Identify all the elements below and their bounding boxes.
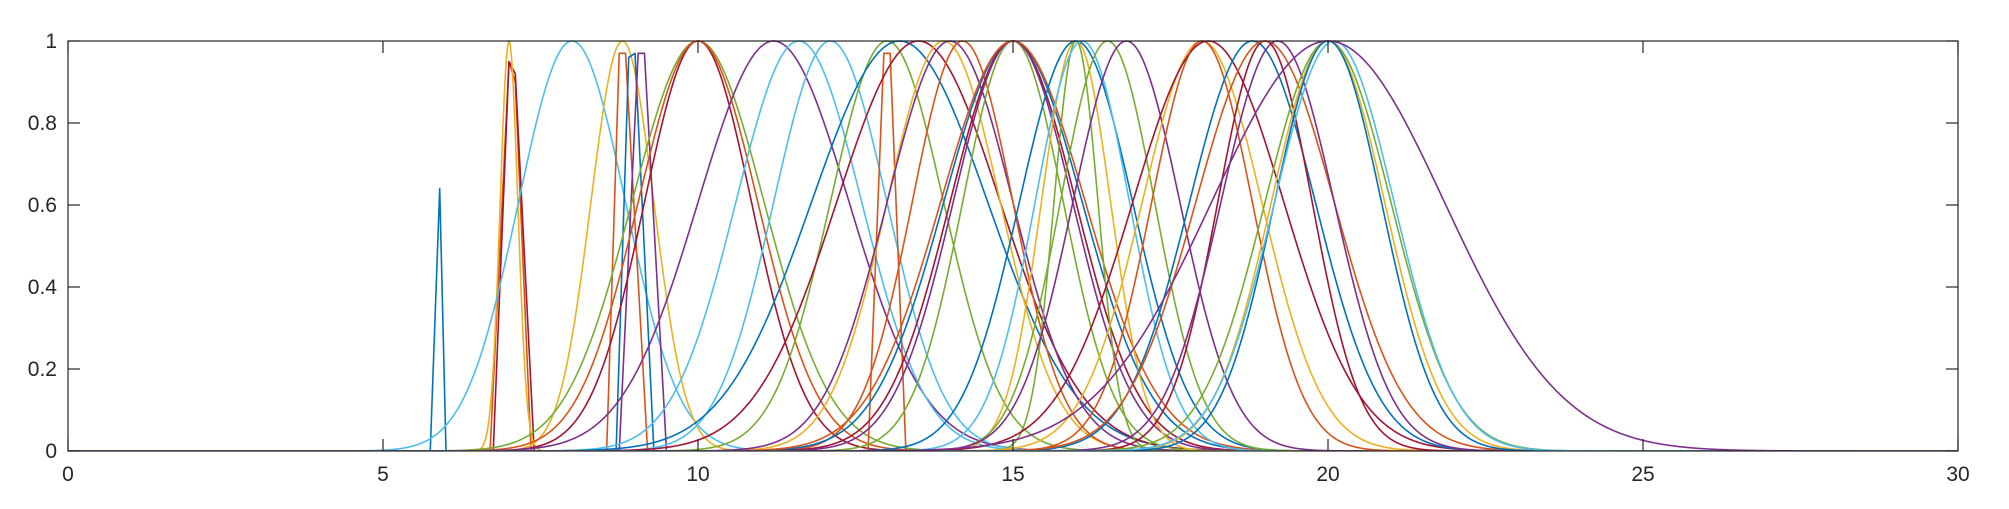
series-line-41	[68, 40, 1958, 451]
series-line-35	[68, 40, 1958, 451]
series-line-29	[68, 40, 1958, 451]
series-line-23	[68, 40, 1958, 451]
series-line-25	[68, 40, 1958, 451]
x-tick-label: 10	[686, 463, 709, 486]
y-tick-label: 0.6	[28, 194, 57, 217]
plot-area	[68, 40, 1958, 451]
axes-box	[67, 40, 1959, 452]
series-line-31	[68, 40, 1958, 451]
series-line-26	[68, 40, 1958, 451]
series-line-18	[68, 40, 1958, 451]
x-tick-label: 30	[1946, 463, 1969, 486]
series-line-19	[68, 40, 1958, 451]
series-line-42	[68, 40, 1958, 451]
series-line-8	[68, 52, 1958, 451]
series-line-45	[68, 40, 1958, 451]
y-tick-label: 0.8	[28, 112, 57, 135]
series-line-14	[68, 40, 1958, 451]
series-line-9	[68, 52, 1958, 451]
series-line-37	[68, 40, 1958, 451]
series-line-40	[68, 40, 1958, 451]
series-line-12	[68, 40, 1958, 451]
series-line-10	[68, 40, 1958, 451]
series-line-13	[68, 40, 1958, 451]
series-line-43	[68, 40, 1958, 451]
series-line-34	[68, 40, 1958, 451]
series-line-11	[68, 40, 1958, 451]
x-tick-label: 0	[62, 463, 74, 486]
series-line-32	[68, 40, 1958, 451]
x-tick-label: 5	[377, 463, 389, 486]
series-line-36	[68, 40, 1958, 451]
y-tick-label: 1	[45, 30, 57, 53]
series-line-20	[68, 40, 1958, 451]
y-tick-label: 0	[45, 440, 57, 463]
series-line-27	[68, 40, 1958, 451]
series-line-21	[68, 40, 1958, 451]
x-tick-label: 15	[1001, 463, 1024, 486]
y-tick-label: 0.4	[28, 276, 58, 299]
series-line-38	[68, 40, 1958, 451]
series-line-30	[68, 40, 1958, 451]
series-line-17	[68, 40, 1958, 451]
series-line-22	[68, 40, 1958, 451]
series-line-44	[68, 40, 1958, 451]
series-line-39	[68, 40, 1958, 451]
series-line-1	[68, 187, 1958, 451]
x-tick-label: 25	[1631, 463, 1654, 486]
series-line-33	[68, 40, 1958, 451]
series-line-5	[68, 40, 1958, 451]
series-line-16	[68, 52, 1958, 451]
series-line-7	[68, 52, 1958, 451]
y-tick-label: 0.2	[28, 358, 57, 381]
x-tick-label: 20	[1316, 463, 1339, 486]
axes: 0 5 10 15 20 25 30 0 0.2 0.4 0.6 0.8 1	[28, 30, 1970, 486]
series-line-4	[68, 40, 1958, 451]
series-line-15	[68, 40, 1958, 451]
series-line-28	[68, 40, 1958, 451]
series-line-6	[68, 40, 1958, 451]
series-line-24	[68, 40, 1958, 451]
